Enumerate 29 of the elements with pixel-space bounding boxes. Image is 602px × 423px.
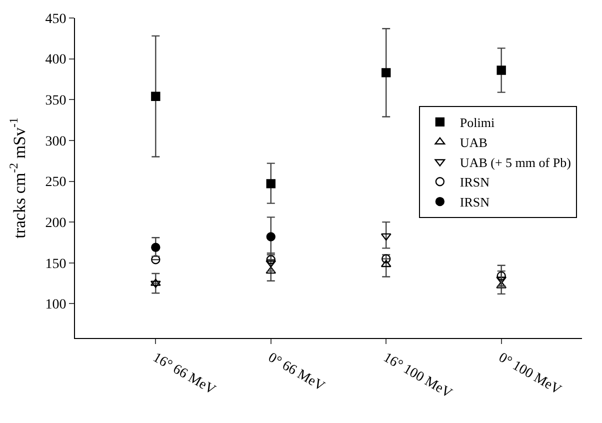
x-tick-label: 0° 66 MeV bbox=[265, 350, 327, 395]
y-tick-label: 200 bbox=[45, 216, 66, 231]
y-tick-label: 450 bbox=[45, 12, 66, 27]
point bbox=[151, 92, 160, 101]
legend-label: IRSN bbox=[460, 194, 490, 210]
point bbox=[496, 66, 506, 75]
y-tick-label: 100 bbox=[45, 298, 66, 313]
legend-label: UAB bbox=[460, 134, 488, 150]
point bbox=[266, 266, 276, 274]
legend-label: UAB (+ 5 mm of Pb) bbox=[460, 154, 571, 170]
y-tick-label: 250 bbox=[45, 175, 66, 190]
legend-label: IRSN bbox=[460, 174, 490, 190]
y-tick-label: 400 bbox=[45, 52, 66, 68]
y-tick-label: 350 bbox=[45, 94, 66, 109]
x-tick-label: 0° 100 MeV bbox=[496, 350, 564, 398]
x-tick-label: 16° 100 MeV bbox=[380, 350, 454, 402]
point bbox=[382, 68, 391, 78]
point bbox=[380, 233, 392, 241]
point bbox=[151, 255, 160, 264]
x-tick-label: 16° 66 MeV bbox=[150, 350, 218, 398]
y-tick-label: 300 bbox=[45, 134, 66, 150]
point bbox=[382, 254, 391, 264]
point bbox=[380, 260, 392, 268]
legend-label: Polimi bbox=[460, 115, 495, 130]
point bbox=[266, 179, 276, 188]
y-tick-label: 150 bbox=[45, 256, 66, 272]
point bbox=[496, 271, 506, 281]
point bbox=[266, 232, 276, 242]
point bbox=[151, 242, 160, 252]
